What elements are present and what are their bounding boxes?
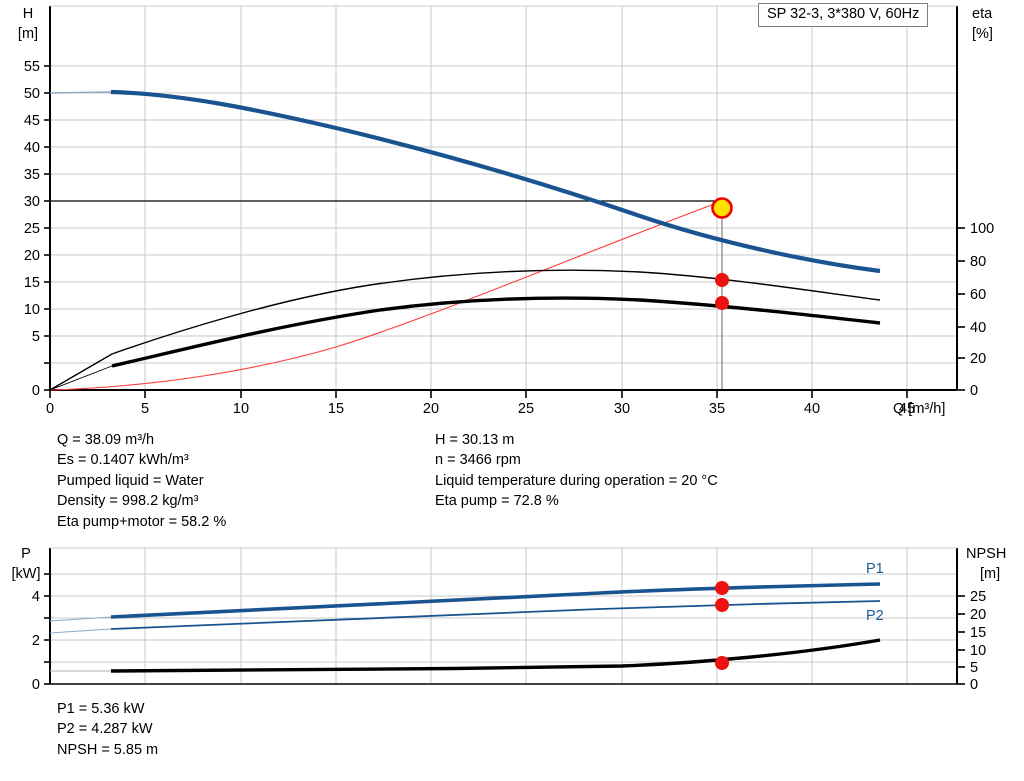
- tick-q-25: 25: [518, 401, 534, 417]
- top-chart-y-title-line1: H: [23, 6, 33, 22]
- info-p1: P1 = 5.36 kW: [57, 701, 145, 717]
- tick-npsh-25: 25: [970, 589, 986, 605]
- info-npsh: NPSH = 5.85 m: [57, 741, 159, 758]
- info-p2: P2 = 4.287 kW: [57, 721, 153, 738]
- info-pumped-liquid: Pumped liquid = Water: [57, 472, 204, 489]
- head-eta-chart: 55 50 45 40 35 30 25 20 15 10 5 0 H [m] …: [18, 5, 994, 417]
- top-chart-y2-title-line2: [%]: [972, 26, 993, 42]
- tick-q-5: 5: [141, 401, 149, 417]
- head-curve: [110, 89, 881, 274]
- tick-eta-20: 20: [970, 351, 986, 367]
- tick-p-4: 4: [32, 589, 40, 605]
- eta-pump-motor-duty-marker: [715, 296, 729, 310]
- tick-npsh-20: 20: [970, 607, 986, 623]
- p2-duty-marker: [715, 598, 729, 612]
- tick-h-0: 0: [32, 383, 40, 399]
- tick-h-5: 5: [32, 329, 40, 345]
- top-chart-grid: [50, 6, 957, 390]
- p2-series-label: P2: [866, 608, 884, 624]
- tick-h-10: 10: [24, 302, 40, 318]
- info-eta-pump-motor: Eta pump+motor = 58.2 %: [57, 513, 227, 530]
- tick-h-30: 30: [24, 194, 40, 210]
- npsh-curve: [110, 638, 881, 673]
- tick-h-25: 25: [24, 221, 40, 237]
- top-chart-x-title: Q [m³/h]: [893, 401, 945, 417]
- tick-h-50: 50: [24, 86, 40, 102]
- bottom-chart-left-ticks: [44, 573, 50, 685]
- p1-curve-extension: [49, 616, 112, 622]
- operating-data-right-column: H = 30.13 m n = 3466 rpm Liquid temperat…: [435, 430, 718, 512]
- info-head: H = 30.13 m: [435, 432, 515, 448]
- bottom-chart-y2-title-line1: NPSH: [966, 546, 1006, 562]
- tick-eta-60: 60: [970, 287, 986, 303]
- top-chart-left-ticks: [44, 65, 50, 391]
- top-chart-y-title-line2: [m]: [18, 26, 38, 42]
- head-curve-extension: [49, 91, 112, 94]
- tick-h-40: 40: [24, 140, 40, 156]
- system-curve: [49, 200, 723, 391]
- operating-data-left-column: Q = 38.09 m³/h Es = 0.1407 kWh/m³ Pumped…: [57, 430, 226, 532]
- info-flow: Q = 38.09 m³/h: [57, 432, 155, 448]
- bottom-chart-y-title-line2: [kW]: [12, 566, 41, 582]
- tick-q-20: 20: [423, 401, 439, 417]
- tick-npsh-0: 0: [970, 677, 978, 693]
- tick-q-15: 15: [328, 401, 344, 417]
- tick-q-35: 35: [709, 401, 725, 417]
- info-eta-pump: Eta pump = 72.8 %: [435, 493, 559, 510]
- power-npsh-chart: 4 2 0 P [kW] 25 20 15 10 5 0 NPSH [m]: [12, 546, 1007, 693]
- tick-npsh-5: 5: [970, 660, 978, 676]
- tick-h-35: 35: [24, 167, 40, 183]
- tick-p-2: 2: [32, 633, 40, 649]
- tick-eta-80: 80: [970, 254, 986, 270]
- tick-eta-40: 40: [970, 320, 986, 336]
- tick-p-0: 0: [32, 677, 40, 693]
- bottom-chart-y2-title-line2: [m]: [980, 566, 1000, 582]
- tick-npsh-15: 15: [970, 625, 986, 641]
- info-liquid-temperature: Liquid temperature during operation = 20…: [435, 472, 718, 489]
- eta-pump-motor-curve-extension: [49, 365, 113, 391]
- tick-eta-100: 100: [970, 221, 994, 237]
- info-specific-energy: Es = 0.1407 kWh/m³: [57, 452, 189, 469]
- eta-pump-curve: [49, 269, 881, 391]
- p1-series-label: P1: [866, 561, 884, 577]
- power-npsh-data: P1 = 5.36 kW P2 = 4.287 kW NPSH = 5.85 m: [57, 699, 158, 760]
- bottom-chart-grid: [50, 548, 957, 684]
- tick-q-40: 40: [804, 401, 820, 417]
- p2-curve-extension: [49, 628, 112, 634]
- p2-curve: [110, 600, 881, 630]
- tick-h-45: 45: [24, 113, 40, 129]
- tick-h-15: 15: [24, 275, 40, 291]
- duty-point-marker[interactable]: [711, 197, 733, 219]
- npsh-duty-marker: [715, 656, 729, 670]
- eta-pump-duty-marker: [715, 273, 729, 287]
- p1-duty-marker: [715, 581, 729, 595]
- tick-npsh-10: 10: [970, 643, 986, 659]
- tick-h-20: 20: [24, 248, 40, 264]
- bottom-chart-right-ticks: [957, 595, 965, 685]
- tick-h-55: 55: [24, 59, 40, 75]
- tick-q-30: 30: [614, 401, 630, 417]
- info-density: Density = 998.2 kg/m³: [57, 493, 199, 510]
- tick-q-10: 10: [233, 401, 249, 417]
- eta-pump-motor-curve: [111, 296, 881, 368]
- p1-curve: [110, 582, 881, 619]
- top-chart-y2-title-line1: eta: [972, 6, 993, 22]
- tick-eta-0: 0: [970, 383, 978, 399]
- pump-model-title: SP 32-3, 3*380 V, 60Hz: [758, 3, 929, 27]
- bottom-chart-y-title-line1: P: [21, 546, 31, 562]
- info-speed: n = 3466 rpm: [435, 452, 521, 469]
- top-chart-right-ticks: [957, 227, 965, 391]
- top-chart-x-ticks: [49, 390, 908, 398]
- eta-pump-curve-extension: [49, 353, 113, 391]
- tick-q-45: 45: [899, 401, 915, 417]
- tick-q-0: 0: [46, 401, 54, 417]
